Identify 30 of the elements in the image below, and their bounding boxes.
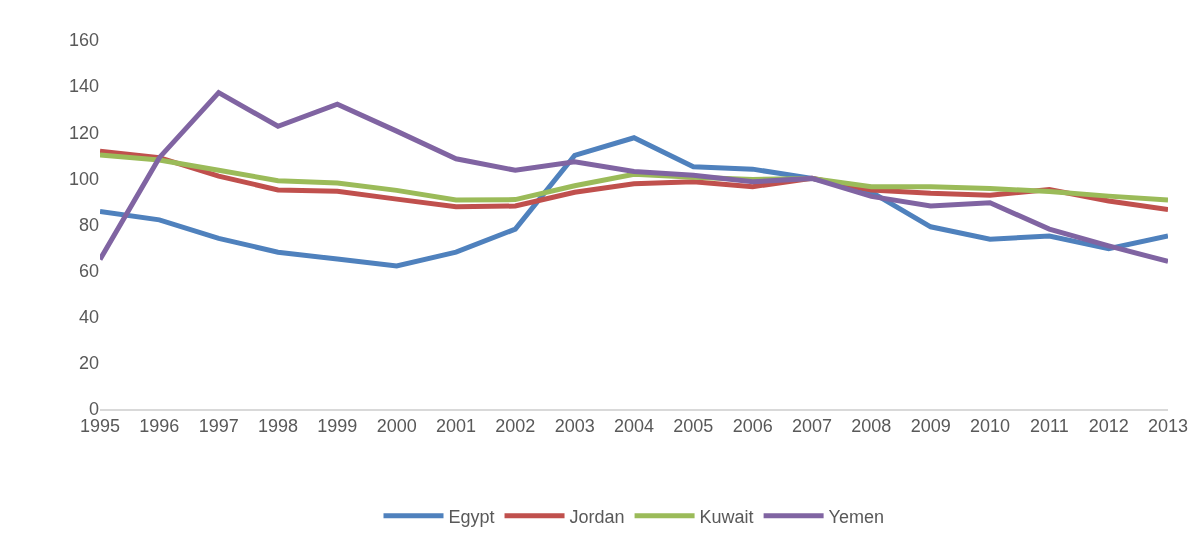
x-tick-label: 2008 (851, 416, 892, 437)
x-tick-label: 2012 (1088, 416, 1129, 437)
y-tick-label: 140 (68, 76, 99, 97)
x-tick-label: 1998 (257, 416, 299, 437)
legend-label: Egypt (448, 506, 495, 527)
x-tick-label: 2007 (791, 416, 833, 437)
x-tick-label: 2009 (910, 416, 951, 437)
x-tick-label: 1999 (317, 416, 358, 437)
x-tick-label: 2000 (376, 416, 417, 437)
x-tick-label: 2013 (1147, 416, 1189, 437)
x-tick-label: 2005 (673, 416, 714, 437)
legend-label: Jordan (569, 506, 625, 527)
y-tick-label: 100 (68, 168, 99, 189)
y-tick-label: 80 (78, 214, 99, 235)
x-tick-label: 2003 (554, 416, 595, 437)
x-tick-label: 1997 (198, 416, 239, 437)
y-tick-label: 160 (68, 30, 99, 51)
y-tick-label: 120 (68, 122, 99, 143)
x-tick-label: 2006 (732, 416, 773, 437)
x-tick-label: 2010 (969, 416, 1011, 437)
x-tick-label: 2004 (613, 416, 655, 437)
x-tick-label: 2002 (495, 416, 536, 437)
x-tick-label: 1996 (139, 416, 180, 437)
legend-label: Kuwait (699, 506, 754, 527)
x-tick-label: 2011 (1029, 416, 1069, 437)
legend-label: Yemen (828, 506, 884, 527)
x-tick-label: 2001 (435, 416, 477, 437)
y-tick-label: 60 (78, 260, 99, 281)
y-tick-label: 40 (78, 307, 99, 328)
y-tick-label: 20 (78, 353, 99, 374)
